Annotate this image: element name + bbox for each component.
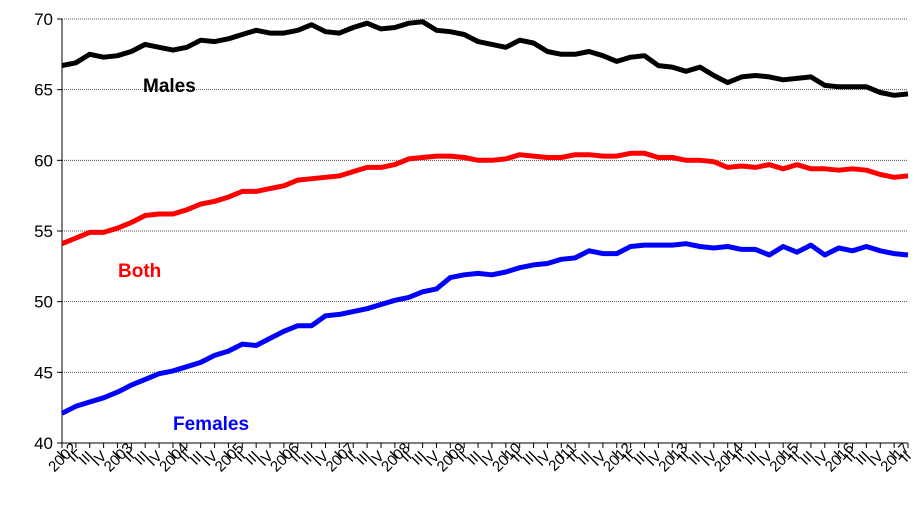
series-label: Males xyxy=(143,76,196,97)
y-tick-label: 45 xyxy=(34,363,53,382)
series-line xyxy=(61,19,909,98)
series-line xyxy=(61,150,909,247)
series-label: Females xyxy=(173,414,249,435)
y-tick-label: 70 xyxy=(34,10,53,29)
series-line xyxy=(60,241,909,416)
y-tick-label: 55 xyxy=(34,222,53,241)
y-tick-label: 50 xyxy=(34,293,53,312)
series-label: Both xyxy=(118,261,161,282)
y-tick-label: 65 xyxy=(34,81,53,100)
y-tick-label: 60 xyxy=(34,151,53,170)
y-tick-label: 40 xyxy=(34,434,53,453)
